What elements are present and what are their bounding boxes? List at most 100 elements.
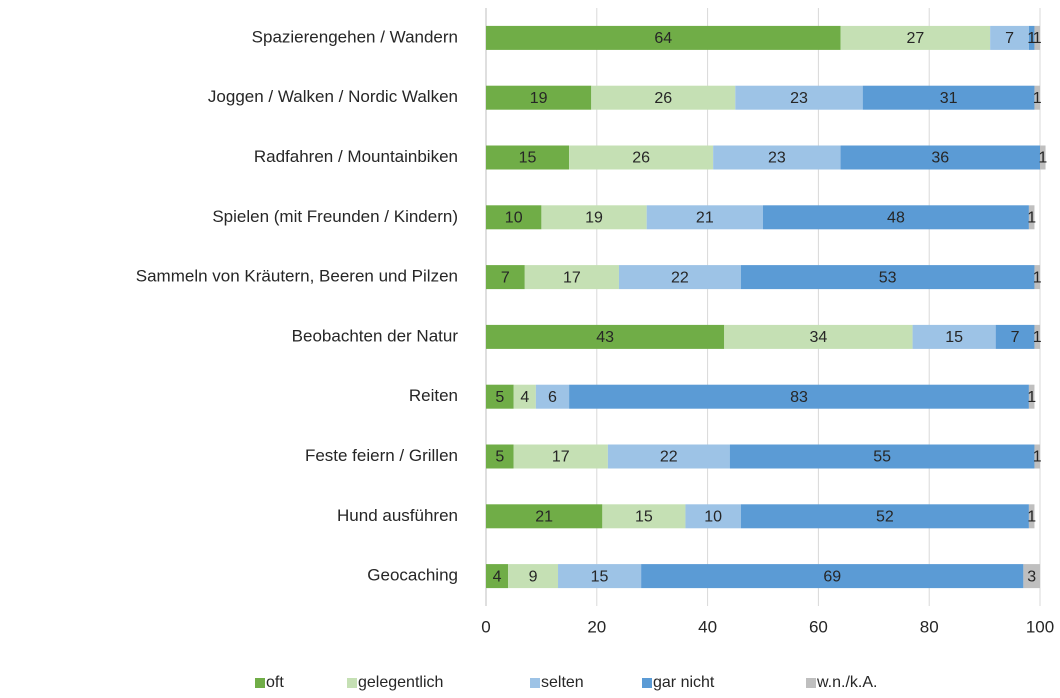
data-label: 7 [501, 269, 510, 286]
bar-segment [486, 85, 592, 110]
legend-label: w.n./k.A. [816, 674, 877, 691]
legend-swatch [806, 678, 816, 688]
bar-segment [740, 504, 1029, 529]
bar-segment [508, 564, 559, 589]
data-label: 3 [1027, 568, 1036, 585]
y-tick-label: Sammeln von Kräutern, Beeren und Pilzen [136, 267, 458, 286]
data-label: 7 [1005, 30, 1014, 47]
data-label: 1 [1033, 449, 1042, 466]
bar-segment [740, 265, 1035, 290]
bar-segment [486, 564, 509, 589]
bar-segment [558, 564, 642, 589]
bar-segment [840, 25, 991, 50]
data-label: 19 [585, 210, 603, 227]
bar-segment [1023, 564, 1040, 589]
data-label: 4 [520, 389, 529, 406]
data-label: 1 [1033, 90, 1042, 107]
bar-segment [646, 205, 763, 230]
data-label: 52 [876, 509, 894, 526]
data-label: 10 [704, 509, 722, 526]
data-label: 21 [535, 509, 553, 526]
bar-segment [1028, 504, 1035, 529]
y-tick-label: Hund ausführen [337, 506, 458, 525]
data-label: 15 [519, 150, 537, 167]
data-label: 1 [1027, 30, 1036, 47]
data-label: 1 [1027, 389, 1036, 406]
bar-segment [618, 265, 741, 290]
data-label: 53 [879, 269, 897, 286]
data-label: 26 [654, 90, 672, 107]
bar-segment [1040, 145, 1046, 170]
x-tick-label: 20 [587, 617, 606, 636]
data-label: 21 [696, 210, 714, 227]
bar-segment [1034, 444, 1040, 469]
bar-segment [685, 504, 741, 529]
x-tick-label: 0 [481, 617, 490, 636]
data-label: 15 [945, 329, 963, 346]
data-label: 17 [552, 449, 570, 466]
bar-segment [569, 145, 714, 170]
bar-segment [912, 324, 996, 349]
bar-segment [840, 145, 1040, 170]
data-label: 27 [906, 30, 924, 47]
bar-segment [535, 384, 570, 409]
legend-swatch [347, 678, 357, 688]
y-tick-label: Reiten [409, 386, 458, 405]
data-label: 19 [530, 90, 548, 107]
bar-segment [486, 384, 514, 409]
data-label: 83 [790, 389, 808, 406]
bar-segment [724, 324, 913, 349]
y-tick-label: Geocaching [367, 566, 458, 585]
bar-segment [486, 25, 841, 50]
data-label: 17 [563, 269, 581, 286]
data-label: 15 [635, 509, 653, 526]
bar-segment [735, 85, 863, 110]
y-tick-label: Spazierengehen / Wandern [252, 27, 458, 46]
bar-segment [713, 145, 841, 170]
data-label: 69 [823, 568, 841, 585]
bar-segment [729, 444, 1035, 469]
bar-segment [524, 265, 619, 290]
bar-segment [1028, 384, 1035, 409]
data-label: 1 [1033, 30, 1042, 47]
bar-segment [1034, 85, 1040, 110]
data-label: 1 [1033, 269, 1042, 286]
data-label: 22 [660, 449, 678, 466]
data-label: 31 [940, 90, 958, 107]
data-label: 48 [887, 210, 905, 227]
bar-segment [763, 205, 1029, 230]
bar-segment [541, 205, 647, 230]
data-label: 36 [931, 150, 949, 167]
x-tick-label: 60 [809, 617, 828, 636]
data-label: 10 [505, 210, 523, 227]
bar-segment [486, 205, 542, 230]
data-label: 5 [495, 389, 504, 406]
bar-segment [1034, 265, 1040, 290]
legend-label: gelegentlich [358, 674, 443, 691]
data-label: 9 [529, 568, 538, 585]
data-label: 6 [548, 389, 557, 406]
y-tick-label: Beobachten der Natur [292, 326, 459, 345]
bar-segment [607, 444, 730, 469]
data-label: 23 [790, 90, 808, 107]
data-label: 64 [654, 30, 672, 47]
data-label: 34 [810, 329, 828, 346]
bar-segment [602, 504, 686, 529]
data-label: 22 [671, 269, 689, 286]
bar-segment [641, 564, 1024, 589]
bar-segment [995, 324, 1035, 349]
bar-segment [591, 85, 736, 110]
data-label: 7 [1011, 329, 1020, 346]
bar-segment [486, 324, 725, 349]
data-label: 23 [768, 150, 786, 167]
data-label: 5 [495, 449, 504, 466]
bar-segment [486, 145, 570, 170]
bar-segment [513, 444, 608, 469]
y-tick-label: Feste feiern / Grillen [305, 446, 458, 465]
legend-swatch [255, 678, 265, 688]
bar-segment [569, 384, 1029, 409]
data-label: 1 [1027, 509, 1036, 526]
legend-label: selten [541, 674, 584, 691]
bar-segment [990, 25, 1029, 50]
x-tick-label: 40 [698, 617, 717, 636]
